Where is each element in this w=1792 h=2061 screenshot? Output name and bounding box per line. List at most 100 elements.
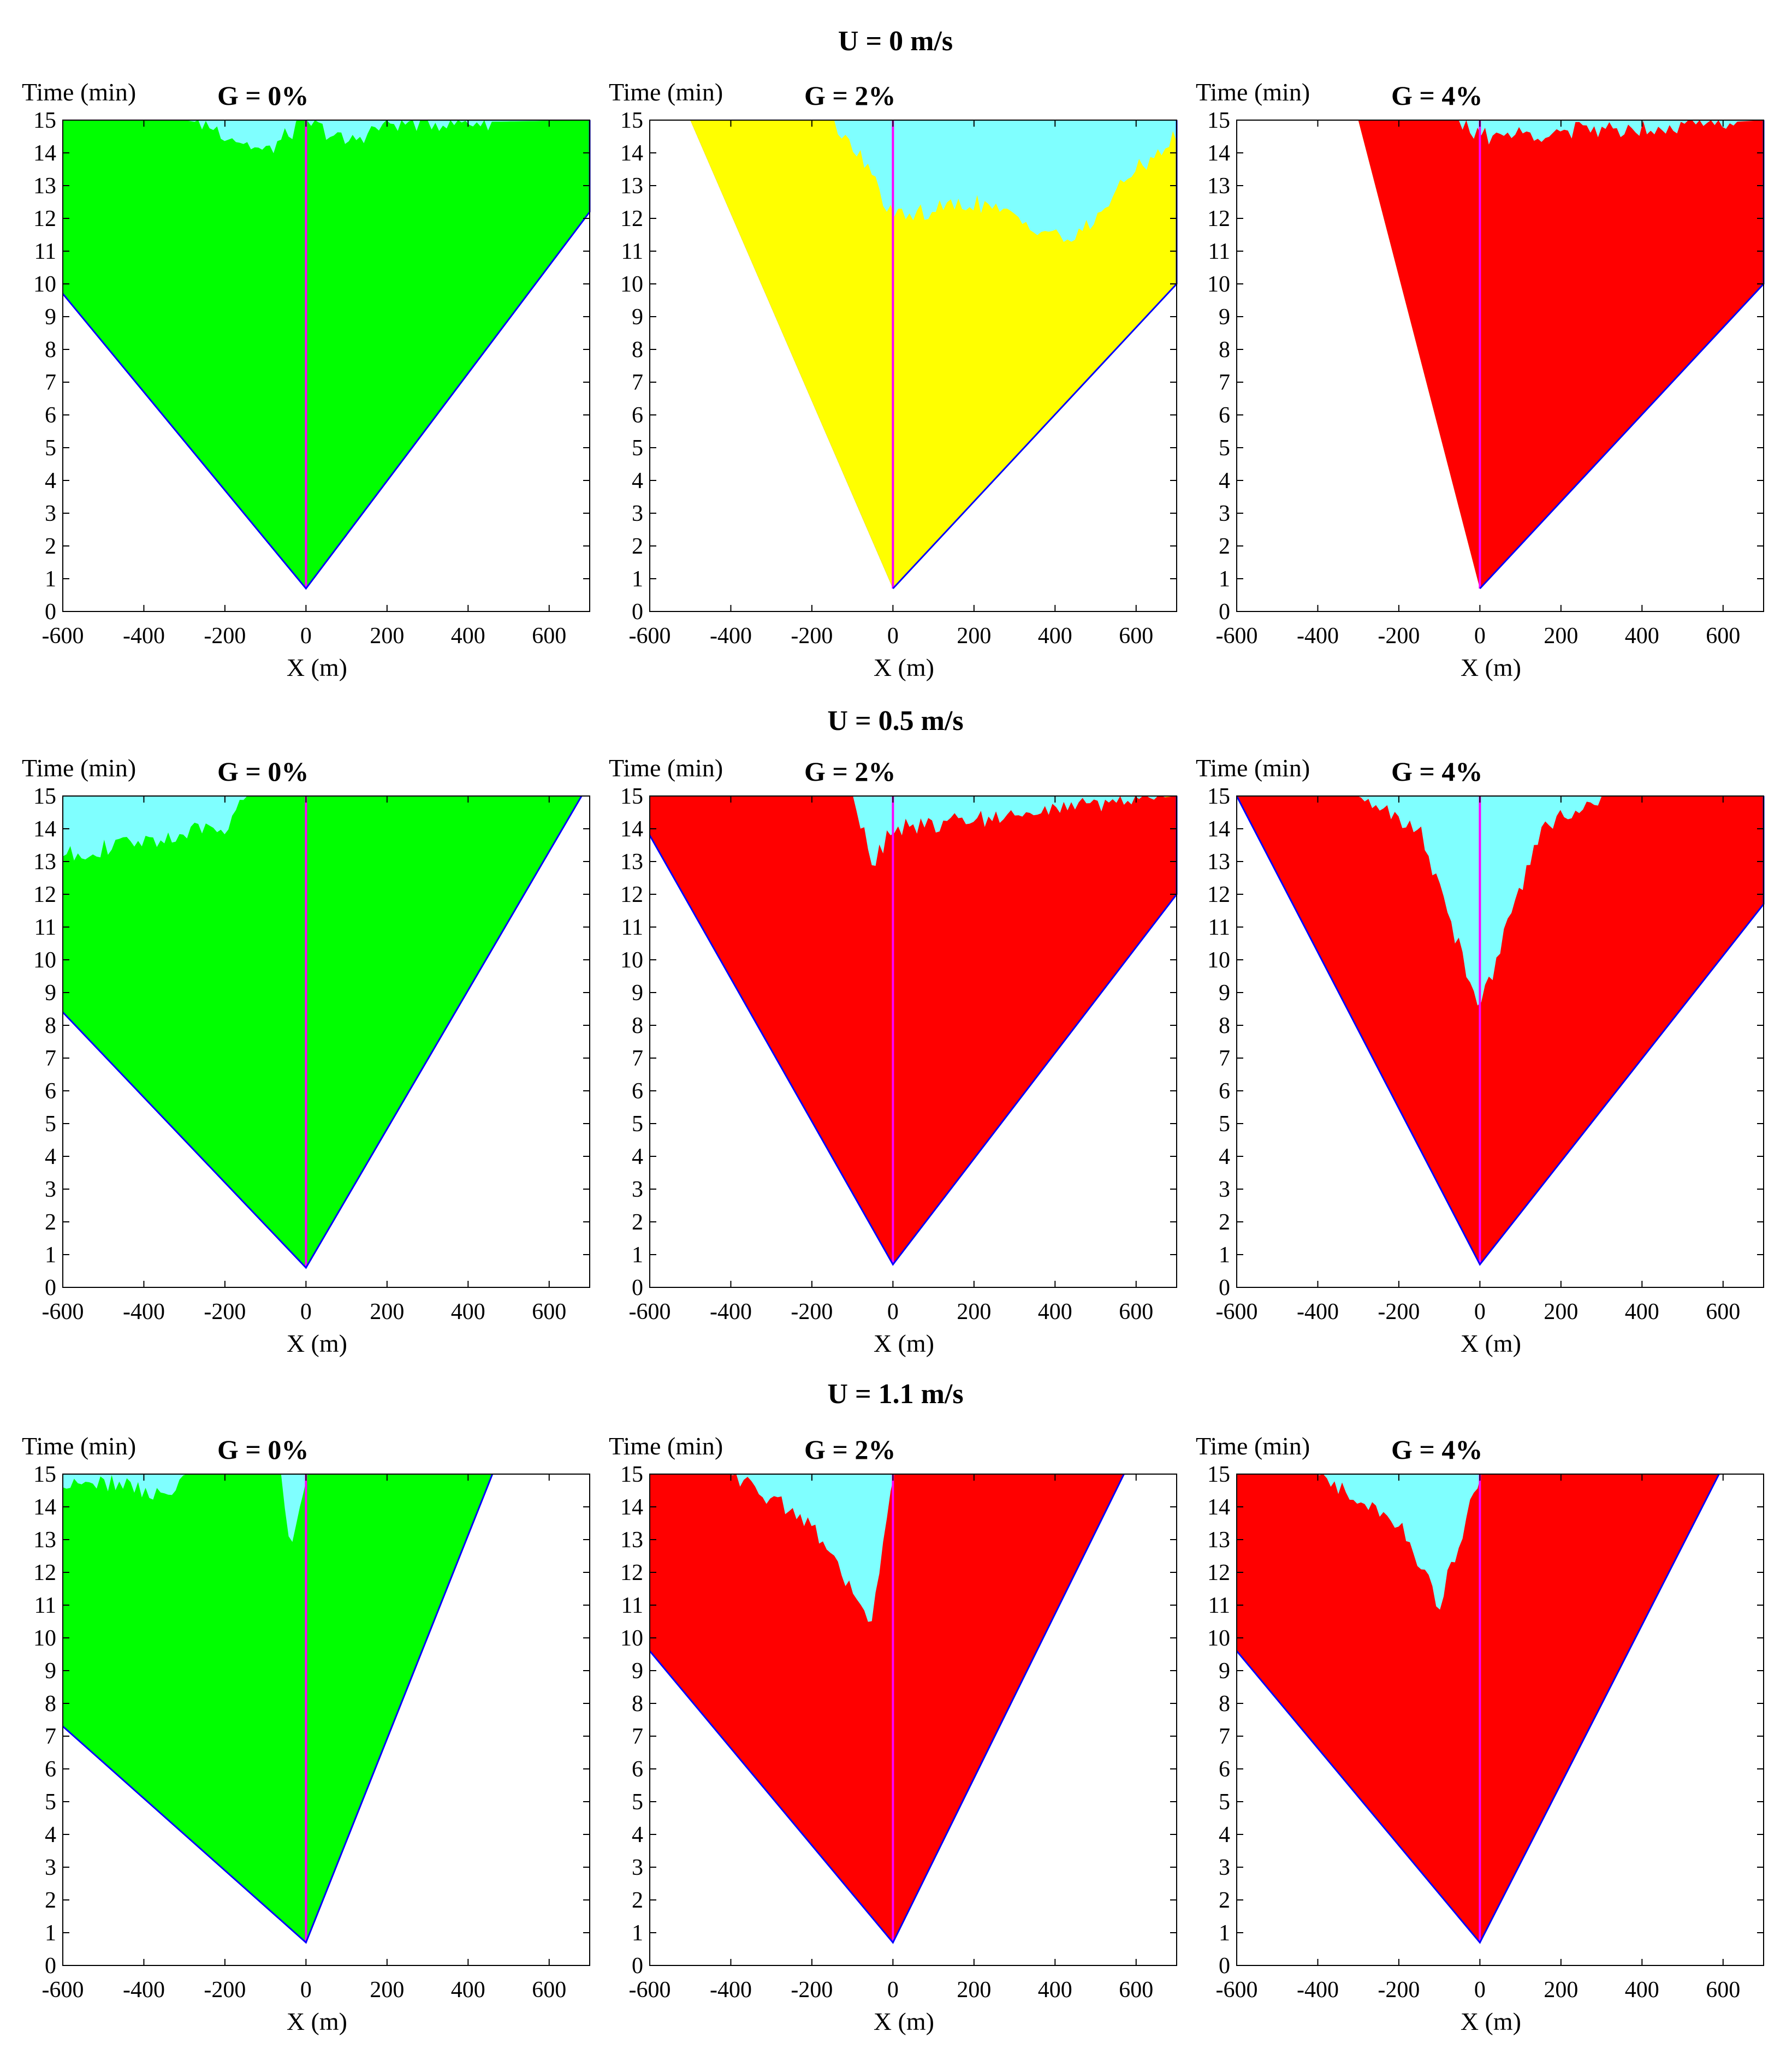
y-tick-label: 7 <box>1219 370 1230 395</box>
y-tick-label: 1 <box>1219 1243 1230 1268</box>
y-tick-label: 13 <box>620 174 643 199</box>
x-tick-label: 400 <box>1038 1299 1072 1324</box>
x-tick-label: 0 <box>887 623 899 649</box>
y-tick-label: 2 <box>632 534 643 559</box>
x-tick-label: -600 <box>42 623 84 649</box>
y-tick-label: 1 <box>45 1921 56 1946</box>
y-tick-label: 0 <box>632 1953 643 1979</box>
x-tick-label: 600 <box>1119 1299 1153 1324</box>
y-tick-label: 9 <box>45 1659 56 1684</box>
y-tick-label: 6 <box>1219 1757 1230 1782</box>
wet-front-line <box>649 1474 1125 1944</box>
y-tick-label: 11 <box>1208 1593 1230 1618</box>
y-tick-label: 5 <box>632 1790 643 1815</box>
y-tick-label: 3 <box>632 501 643 526</box>
x-tick-label: -600 <box>42 1977 84 2003</box>
y-tick-label: 10 <box>1207 1626 1230 1651</box>
y-tick-label: 0 <box>632 599 643 625</box>
panel-title: G = 4% <box>1391 1434 1482 1465</box>
y-tick-label: 2 <box>632 1210 643 1235</box>
x-tick-label: 0 <box>300 1977 312 2003</box>
x-tick-label: -400 <box>123 1977 165 2003</box>
y-axis-label: Time (min) <box>1196 754 1310 782</box>
y-tick-label: 15 <box>33 1462 56 1487</box>
x-tick-label: -200 <box>1378 1977 1420 2003</box>
y-tick-label: 13 <box>1207 850 1230 875</box>
y-tick-label: 10 <box>620 272 643 297</box>
y-tick-label: 4 <box>1219 468 1230 494</box>
x-tick-label: 0 <box>300 1299 312 1324</box>
y-tick-label: 2 <box>45 1888 56 1913</box>
y-tick-label: 7 <box>632 1046 643 1071</box>
heatmap-bands <box>1237 796 1764 1264</box>
heatmap-bands <box>63 120 590 589</box>
x-tick-label: -200 <box>1378 623 1420 649</box>
y-tick-label: 15 <box>620 108 643 133</box>
x-tick-label: -600 <box>1216 1299 1258 1324</box>
panel-title: G = 0% <box>217 756 308 787</box>
y-tick-label: 6 <box>632 1757 643 1782</box>
x-tick-label: -200 <box>204 623 246 649</box>
x-tick-label: -600 <box>629 623 671 649</box>
y-axis-label: Time (min) <box>22 754 136 782</box>
y-tick-label: 12 <box>1207 882 1230 907</box>
y-tick-label: 11 <box>34 239 56 264</box>
y-tick-label: 7 <box>45 1724 56 1749</box>
x-tick-label: 400 <box>451 1299 485 1324</box>
x-tick-label: 600 <box>1706 623 1740 649</box>
y-tick-label: 9 <box>1219 305 1230 330</box>
y-tick-label: 11 <box>621 239 643 264</box>
y-tick-label: 11 <box>1208 915 1230 940</box>
y-tick-label: 6 <box>632 403 643 428</box>
y-tick-label: 12 <box>1207 206 1230 231</box>
x-tick-label: 400 <box>1625 623 1659 649</box>
y-tick-label: 5 <box>1219 1112 1230 1137</box>
y-tick-label: 8 <box>1219 1013 1230 1038</box>
y-tick-label: 12 <box>1207 1560 1230 1585</box>
y-tick-label: 5 <box>45 1112 56 1137</box>
y-tick-label: 11 <box>621 1593 643 1618</box>
y-tick-label: 8 <box>45 1013 56 1038</box>
y-tick-label: 0 <box>45 1953 56 1979</box>
y-tick-label: 6 <box>45 1757 56 1782</box>
y-tick-label: 13 <box>620 1528 643 1553</box>
band-red <box>650 796 1177 1264</box>
heatmap-bands <box>1237 1474 1719 1943</box>
x-tick-label: 0 <box>1474 1977 1486 2003</box>
x-tick-label: 200 <box>1544 1299 1578 1324</box>
x-tick-label: 600 <box>1706 1299 1740 1324</box>
x-tick-label: 200 <box>1544 623 1578 649</box>
y-tick-label: 3 <box>1219 1855 1230 1880</box>
y-axis-label: Time (min) <box>22 1432 136 1460</box>
y-tick-label: 13 <box>620 850 643 875</box>
x-tick-label: -600 <box>629 1299 671 1324</box>
x-tick-label: -200 <box>791 623 833 649</box>
x-tick-label: 0 <box>1474 623 1486 649</box>
y-tick-label: 0 <box>632 1275 643 1300</box>
x-tick-label: -200 <box>204 1299 246 1324</box>
y-tick-label: 12 <box>33 1560 56 1585</box>
x-tick-label: -200 <box>204 1977 246 2003</box>
y-tick-label: 2 <box>1219 1210 1230 1235</box>
y-axis-label: Time (min) <box>1196 1432 1310 1460</box>
wet-front-line <box>1236 1474 1720 1944</box>
band-green <box>63 120 590 589</box>
y-tick-label: 10 <box>1207 272 1230 297</box>
y-tick-label: 14 <box>1207 141 1230 166</box>
y-tick-label: 5 <box>45 1790 56 1815</box>
y-tick-label: 7 <box>632 1724 643 1749</box>
y-tick-label: 3 <box>632 1177 643 1202</box>
y-tick-label: 6 <box>1219 1079 1230 1104</box>
y-tick-label: 9 <box>1219 981 1230 1006</box>
x-tick-label: -400 <box>123 1299 165 1324</box>
x-tick-label: -400 <box>123 623 165 649</box>
y-tick-label: 14 <box>1207 817 1230 842</box>
y-tick-label: 12 <box>33 882 56 907</box>
y-tick-label: 9 <box>632 305 643 330</box>
axes-frame <box>1236 795 1764 1288</box>
y-tick-label: 1 <box>632 1243 643 1268</box>
y-tick-label: 11 <box>34 1593 56 1618</box>
